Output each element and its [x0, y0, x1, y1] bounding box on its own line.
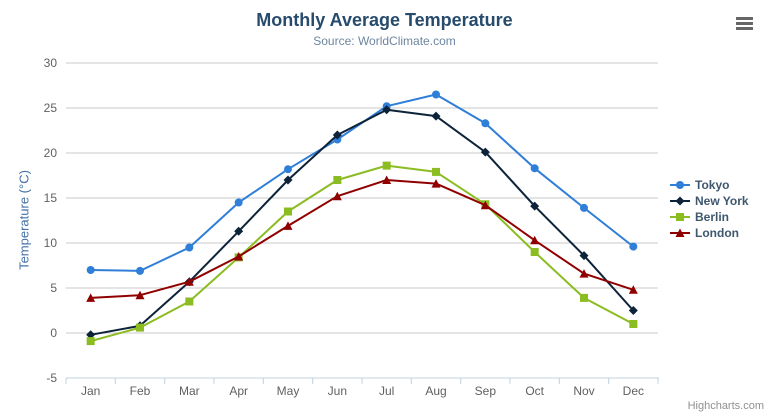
x-axis-label: Jan — [81, 384, 100, 398]
y-axis-label: 30 — [44, 56, 58, 70]
marker-london[interactable] — [530, 235, 540, 245]
legend-label: New York — [695, 194, 749, 208]
credits-link[interactable]: Highcharts.com — [687, 400, 764, 412]
marker-berlin[interactable] — [136, 323, 144, 332]
marker-tokyo[interactable] — [629, 242, 638, 251]
menu-bar — [736, 21, 753, 25]
marker-london[interactable] — [579, 269, 589, 278]
marker-new-york[interactable] — [628, 306, 638, 315]
marker-london[interactable] — [480, 200, 490, 210]
x-axis-label: Aug — [425, 384, 446, 398]
legend: Tokyo New York Berlin London — [670, 177, 749, 241]
marker-berlin[interactable] — [382, 161, 391, 170]
x-axis-label: Apr — [229, 384, 248, 398]
chart-subtitle: Source: WorldClimate.com — [313, 34, 456, 48]
marker-berlin[interactable] — [580, 293, 588, 302]
legend-item-london[interactable]: London — [670, 225, 749, 241]
marker-tokyo[interactable] — [284, 165, 292, 174]
marker-new-york[interactable] — [431, 111, 441, 121]
y-axis-label: 20 — [44, 146, 58, 160]
legend-item-new-york[interactable]: New York — [670, 193, 749, 209]
y-axis-title: Temperature (°C) — [16, 170, 32, 270]
marker-tokyo[interactable] — [185, 243, 194, 252]
marker-london[interactable] — [86, 293, 96, 302]
series-line-new-york[interactable] — [89, 108, 635, 336]
legend-label: Berlin — [695, 210, 730, 224]
marker-tokyo[interactable] — [136, 266, 144, 275]
marker-berlin[interactable] — [86, 337, 95, 346]
marker-london[interactable] — [283, 221, 293, 230]
marker-tokyo[interactable] — [580, 203, 588, 212]
marker-berlin[interactable] — [185, 297, 194, 306]
y-axis-label: 25 — [44, 101, 58, 115]
marker-new-york[interactable] — [480, 147, 490, 157]
marker-london[interactable] — [382, 175, 392, 185]
chart-title: Monthly Average Temperature — [256, 10, 513, 30]
marker-london[interactable] — [234, 252, 244, 261]
legend-marker-triangle-icon — [670, 228, 690, 237]
marker-new-york[interactable] — [234, 226, 244, 236]
marker-new-york[interactable] — [283, 175, 293, 185]
legend-item-tokyo[interactable]: Tokyo — [670, 177, 749, 193]
marker-tokyo[interactable] — [234, 198, 243, 207]
legend-marker-square-icon — [670, 213, 690, 221]
marker-new-york[interactable] — [382, 105, 392, 115]
marker-tokyo[interactable] — [481, 119, 490, 128]
hamburger-menu-icon[interactable] — [733, 12, 757, 34]
y-axis-label: 0 — [50, 326, 57, 340]
menu-bar — [736, 16, 753, 20]
y-axis-label: 10 — [44, 236, 58, 250]
x-axis-label: Feb — [130, 384, 151, 398]
x-axis-label: Dec — [623, 384, 644, 398]
x-axis-label: Sep — [475, 384, 497, 398]
marker-new-york[interactable] — [332, 130, 342, 140]
legend-marker-diamond-icon — [670, 196, 690, 206]
marker-london[interactable] — [135, 290, 145, 300]
marker-tokyo[interactable] — [530, 164, 539, 173]
series-line-london[interactable] — [89, 179, 635, 299]
x-axis-label: Oct — [525, 384, 544, 398]
marker-tokyo[interactable] — [432, 90, 440, 99]
legend-label: London — [695, 226, 739, 240]
y-axis-label: 15 — [44, 191, 58, 205]
x-axis-label: Nov — [573, 384, 594, 398]
x-axis-label: Jun — [328, 384, 347, 398]
marker-london[interactable] — [431, 179, 441, 188]
series-line-berlin[interactable] — [89, 164, 635, 343]
marker-london[interactable] — [332, 191, 342, 201]
legend-marker-circle-icon — [670, 181, 690, 189]
marker-new-york[interactable] — [86, 330, 96, 340]
menu-bar — [736, 26, 753, 30]
marker-berlin[interactable] — [284, 207, 292, 216]
marker-london[interactable] — [184, 277, 194, 286]
legend-label: Tokyo — [695, 178, 730, 192]
marker-tokyo[interactable] — [86, 266, 95, 274]
marker-berlin[interactable] — [432, 167, 440, 176]
marker-london[interactable] — [628, 285, 638, 294]
marker-new-york[interactable] — [579, 251, 589, 261]
x-axis-label: Jul — [379, 384, 394, 398]
y-axis-label: -5 — [46, 371, 57, 385]
x-axis-label: Mar — [179, 384, 200, 398]
y-axis-label: 5 — [50, 281, 57, 295]
legend-item-berlin[interactable]: Berlin — [670, 209, 749, 225]
marker-berlin[interactable] — [629, 320, 638, 328]
marker-berlin[interactable] — [530, 248, 539, 256]
x-axis-label: May — [277, 384, 300, 398]
series-line-tokyo[interactable] — [89, 93, 635, 272]
marker-new-york[interactable] — [530, 201, 540, 211]
marker-berlin[interactable] — [333, 176, 342, 184]
